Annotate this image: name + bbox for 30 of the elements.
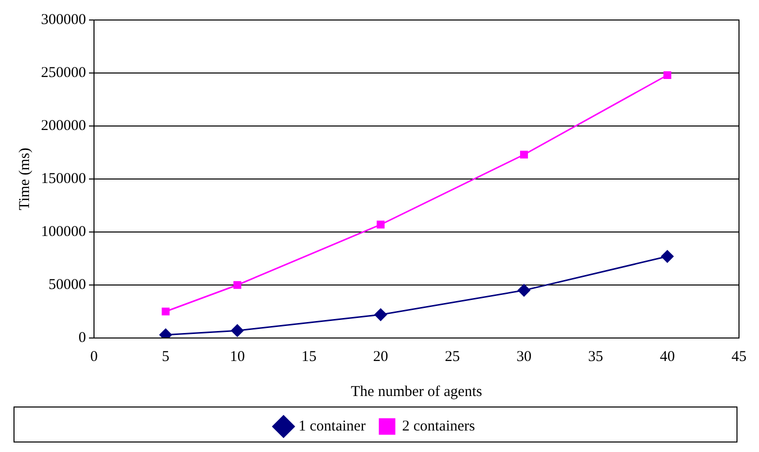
legend-label: 2 containers <box>402 418 476 434</box>
y-tick-label: 100000 <box>41 224 86 240</box>
point <box>518 284 530 297</box>
x-tick-label: 30 <box>516 348 532 365</box>
x-tick-label: 0 <box>90 348 98 365</box>
y-tick-label: 150000 <box>41 170 86 187</box>
x-tick-label: 40 <box>660 348 675 365</box>
point <box>376 220 385 229</box>
point <box>231 324 244 337</box>
x-tick-label: 25 <box>444 348 460 365</box>
x-tick-label: 5 <box>162 348 170 365</box>
x-axis-title: The number of agents <box>350 384 482 400</box>
point <box>374 308 387 321</box>
y-tick-label: 250000 <box>41 64 86 81</box>
point <box>233 281 242 289</box>
point <box>520 150 528 159</box>
y-tick-label: 200000 <box>41 118 86 134</box>
x-tick-label: 45 <box>732 348 746 365</box>
y-tick-label: 50000 <box>48 276 86 293</box>
legend-label: 1 container <box>298 418 366 434</box>
point <box>661 250 674 263</box>
x-tick-label: 20 <box>373 348 388 365</box>
point <box>162 308 170 316</box>
x-tick-label: 15 <box>302 348 316 365</box>
y-axis-title: Time (ms) <box>16 148 33 210</box>
y-tick-label: 300000 <box>41 12 86 28</box>
x-tick-label: 10 <box>230 348 245 365</box>
point <box>663 71 672 80</box>
y-tick-label: 0 <box>78 330 86 346</box>
x-tick-label: 35 <box>588 348 604 365</box>
